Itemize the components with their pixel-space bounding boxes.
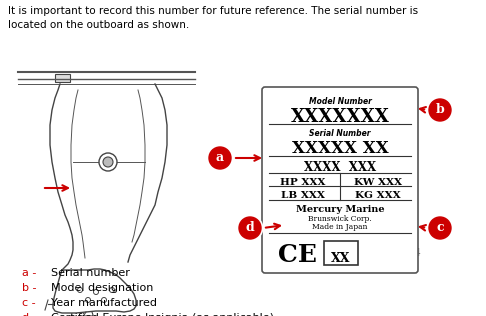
Text: Made in Japan: Made in Japan — [312, 223, 368, 231]
Circle shape — [209, 147, 231, 169]
Text: KW XXX: KW XXX — [353, 178, 401, 187]
Text: d -: d - — [22, 313, 36, 316]
Text: c -: c - — [22, 298, 35, 308]
Text: XXXXX XX: XXXXX XX — [292, 140, 388, 157]
Circle shape — [77, 288, 83, 293]
Text: 23884: 23884 — [390, 248, 421, 258]
Circle shape — [429, 217, 451, 239]
Text: Mercury Marine: Mercury Marine — [295, 205, 384, 214]
Text: Model designation: Model designation — [44, 283, 154, 293]
Text: Brunswick Corp.: Brunswick Corp. — [308, 215, 372, 223]
Text: XX: XX — [331, 252, 351, 265]
Text: d: d — [245, 221, 254, 234]
Text: CE: CE — [278, 243, 316, 267]
Circle shape — [102, 297, 106, 302]
Text: Model Number: Model Number — [309, 97, 371, 106]
Text: XXXX  XXX: XXXX XXX — [304, 161, 376, 174]
Text: b: b — [435, 103, 444, 116]
Circle shape — [93, 289, 99, 295]
Text: XXXXXXX: XXXXXXX — [291, 108, 389, 126]
Text: LB XXX: LB XXX — [280, 191, 325, 200]
FancyBboxPatch shape — [324, 241, 358, 265]
Text: b -: b - — [22, 283, 36, 293]
Circle shape — [238, 216, 262, 240]
Text: a -: a - — [22, 268, 36, 278]
Circle shape — [429, 99, 451, 121]
Text: Year manufactured: Year manufactured — [44, 298, 157, 308]
Text: Certified Europe Insignia (as applicable): Certified Europe Insignia (as applicable… — [44, 313, 274, 316]
Text: It is important to record this number for future reference. The serial number is: It is important to record this number fo… — [8, 6, 418, 30]
Text: HP XXX: HP XXX — [280, 178, 325, 187]
Text: a: a — [216, 151, 224, 164]
Text: c: c — [436, 221, 444, 234]
Circle shape — [208, 146, 232, 170]
Text: Serial Number: Serial Number — [309, 129, 371, 138]
Circle shape — [99, 153, 117, 171]
Circle shape — [428, 98, 452, 122]
Circle shape — [239, 217, 261, 239]
Circle shape — [109, 288, 115, 293]
Circle shape — [86, 297, 90, 302]
Circle shape — [103, 157, 113, 167]
Text: KG XXX: KG XXX — [355, 191, 400, 200]
FancyBboxPatch shape — [55, 74, 70, 82]
Circle shape — [428, 216, 452, 240]
Text: Serial number: Serial number — [44, 268, 130, 278]
FancyBboxPatch shape — [262, 87, 418, 273]
